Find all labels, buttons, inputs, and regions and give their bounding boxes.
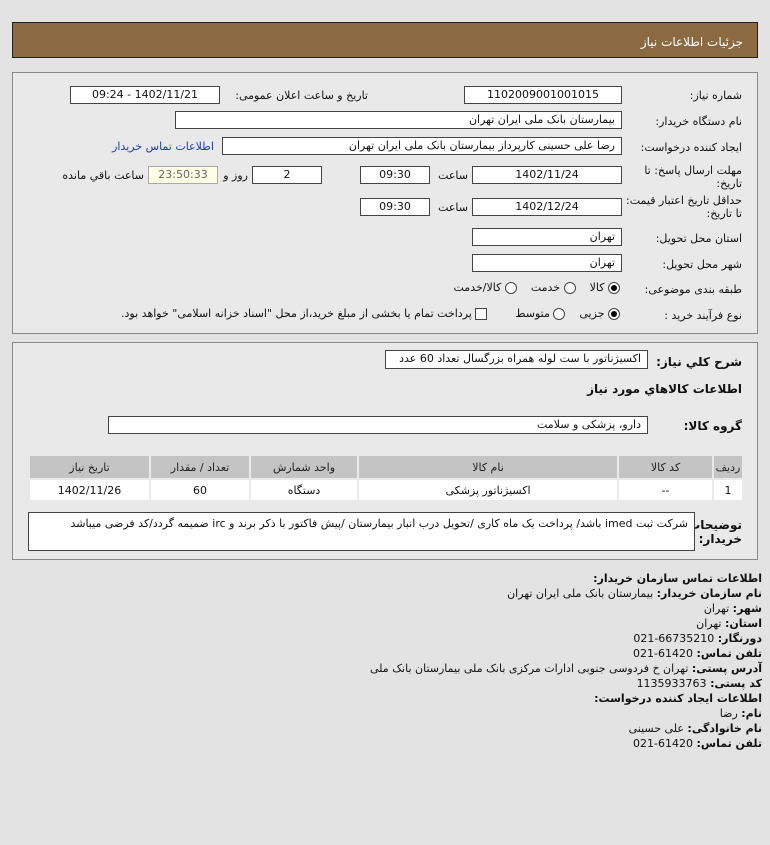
phone-label: تلفن تماس: [696, 647, 762, 660]
process-label: نوع فرآیند خرید : [664, 309, 742, 322]
cell-date: 1402/11/26 [28, 478, 151, 502]
cell-qty: 60 [149, 478, 251, 502]
col-row: ردیف [712, 454, 744, 480]
col-code: کد کالا [617, 454, 714, 480]
cell-unit: دستگاه [249, 478, 359, 502]
creator-phone-value: 021-61420 [633, 737, 694, 750]
days-label: روز و [223, 169, 248, 182]
table-header-row: ردیف کد کالا نام کالا واحد شمارش تعداد /… [28, 454, 744, 480]
radio-goods-label: کالا [589, 281, 605, 294]
postal-value: 1135933763 [636, 677, 707, 690]
goods-heading: اطلاعات کالاهاي مورد نياز [587, 382, 742, 396]
province-label: استان: [725, 617, 762, 630]
category-radios: کالا خدمت کالا/خدمت [453, 281, 620, 294]
remaining-timer: 23:50:33 [148, 166, 218, 184]
address-label: آدرس پستی: [691, 662, 762, 675]
creator-phone-label: تلفن تماس: [696, 737, 762, 750]
fax-value: 021-66735210 [633, 632, 715, 645]
province-field[interactable]: تهران [472, 228, 622, 246]
validity-date-field[interactable]: 1402/12/24 [472, 198, 622, 216]
fax-label: دورنگار: [717, 632, 762, 645]
phone-value: 021-61420 [633, 647, 694, 660]
notes-label: توضیحات خریدار: [688, 518, 742, 546]
radio-minor[interactable] [608, 308, 620, 320]
col-name: نام کالا [357, 454, 619, 480]
creator-heading: اطلاعات ایجاد کننده درخواست: [594, 692, 762, 705]
remaining-label: ساعت باقي مانده [62, 169, 144, 182]
family-label: نام خانوادگی: [687, 722, 762, 735]
buyer-label: نام دستگاه خریدار: [655, 115, 742, 128]
deadline-label: مهلت ارسال پاسخ: تا تاریخ: [644, 164, 742, 190]
cell-row: 1 [712, 478, 744, 502]
org-label: نام سازمان خریدار: [656, 587, 762, 600]
payment-note: پرداخت تمام یا بخشی از مبلغ خرید،از محل … [121, 307, 472, 320]
table-row: 1 -- اکسیژناتور پزشکی دستگاه 60 1402/11/… [28, 478, 744, 502]
days-field[interactable]: 2 [252, 166, 322, 184]
contact-heading: اطلاعات تماس سازمان خریدار: [593, 572, 762, 585]
city-value: تهران [703, 602, 730, 615]
notes-field[interactable]: شرکت ثبت imed باشد/ پرداخت یک ماه کاری /… [28, 512, 695, 551]
contact-block: اطلاعات تماس سازمان خریدار: نام سازمان خ… [370, 571, 762, 751]
buyer-contact-link[interactable]: اطلاعات تماس خریدار [112, 140, 214, 153]
validity-label: حداقل تاریخ اعتبار قیمت: تا تاریخ: [626, 194, 742, 220]
process-radios: جزیی متوسط پرداخت تمام یا بخشی از مبلغ خ… [121, 307, 620, 320]
treasury-checkbox[interactable] [475, 308, 488, 320]
goods-table: ردیف کد کالا نام کالا واحد شمارش تعداد /… [28, 454, 744, 502]
category-label: طبقه بندی موضوعی: [644, 283, 742, 296]
cell-name: اکسیژناتور پزشکی [357, 478, 619, 502]
name-label: نام: [741, 707, 762, 720]
page-header: جزئیات اطلاعات نیاز [12, 22, 758, 58]
city-label: شهر: [732, 602, 762, 615]
buyer-field[interactable]: بیمارستان بانک ملی ایران تهران [175, 111, 622, 129]
validity-time-field[interactable]: 09:30 [360, 198, 430, 216]
radio-goods-service[interactable] [504, 282, 517, 294]
city-field[interactable]: تهران [472, 254, 622, 272]
creator-label: ایجاد کننده درخواست: [640, 141, 742, 154]
radio-goods-service-label: کالا/خدمت [453, 281, 502, 294]
family-value: علی حسینی [628, 722, 684, 735]
group-field[interactable]: دارو، پزشکی و سلامت [108, 416, 648, 434]
col-unit: واحد شمارش [249, 454, 359, 480]
address-value: تهران خ فردوسی جنوبی ادارات مرکزی بانک م… [370, 662, 689, 675]
summary-field[interactable]: اکسیژناتور با ست لوله همراه بزرگسال تعدا… [385, 350, 648, 369]
col-date: تاریخ نیاز [28, 454, 151, 480]
city-label: شهر محل تحویل: [662, 258, 742, 271]
deadline-time-label: ساعت [438, 169, 468, 182]
validity-time-label: ساعت [438, 201, 468, 214]
radio-medium-label: متوسط [515, 307, 550, 320]
name-value: رضا [719, 707, 738, 720]
group-label: گروه کالا: [683, 419, 742, 433]
announce-field[interactable]: 1402/11/21 - 09:24 [70, 86, 220, 104]
radio-medium[interactable] [553, 308, 566, 320]
creator-field[interactable]: رضا علی حسینی کارپرداز بیمارستان بانک مل… [222, 137, 622, 155]
summary-label: شرح کلي نياز: [656, 355, 742, 369]
province-value: تهران [696, 617, 722, 630]
radio-service[interactable] [563, 282, 576, 294]
postal-label: کد پستی: [710, 677, 762, 690]
radio-service-label: خدمت [530, 281, 561, 294]
province-label: استان محل تحویل: [655, 232, 742, 245]
need-number-field[interactable]: 1102009001001015 [464, 86, 622, 104]
deadline-date-field[interactable]: 1402/11/24 [472, 166, 622, 184]
announce-label: تاریخ و ساعت اعلان عمومی: [235, 89, 368, 102]
col-qty: تعداد / مقدار [149, 454, 251, 480]
radio-goods[interactable] [608, 282, 620, 294]
org-value: بیمارستان بانک ملی ایران تهران [507, 587, 654, 600]
radio-minor-label: جزیی [579, 307, 605, 320]
need-number-label: شماره نیاز: [689, 89, 742, 102]
cell-code: -- [617, 478, 714, 502]
deadline-time-field[interactable]: 09:30 [360, 166, 430, 184]
